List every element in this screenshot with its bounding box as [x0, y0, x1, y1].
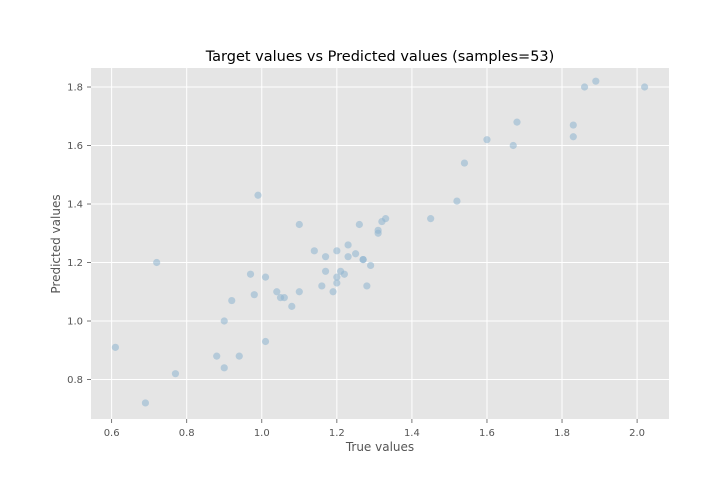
- data-point: [141, 399, 150, 407]
- data-point: [318, 282, 326, 290]
- data-point: [310, 247, 318, 255]
- y-tick-label: 0.8: [67, 375, 83, 386]
- data-point: [592, 77, 600, 85]
- data-point: [288, 302, 296, 310]
- data-point: [453, 197, 461, 205]
- y-tick-label: 1.8: [67, 83, 83, 94]
- data-point: [261, 273, 270, 281]
- data-point: [213, 352, 221, 360]
- data-point: [355, 220, 363, 229]
- y-tick-label: 1.0: [67, 317, 83, 328]
- data-point: [321, 267, 330, 275]
- x-axis-label: True values: [345, 440, 414, 454]
- data-point: [254, 191, 262, 199]
- data-point: [580, 83, 589, 91]
- axes-background: [91, 68, 669, 419]
- data-point: [220, 317, 228, 325]
- data-point: [340, 270, 348, 278]
- data-point: [295, 288, 303, 296]
- x-tick-label: 1.4: [404, 428, 420, 439]
- chart-title: Target values vs Predicted values (sampl…: [205, 49, 555, 65]
- data-point: [333, 273, 341, 281]
- data-point: [273, 288, 281, 296]
- data-point: [111, 343, 119, 351]
- data-point: [427, 215, 435, 223]
- data-point: [641, 83, 649, 91]
- data-point: [329, 288, 337, 296]
- y-tick-label: 1.4: [67, 200, 83, 211]
- data-point: [344, 253, 352, 261]
- x-tick-label: 1.8: [554, 428, 570, 439]
- data-point: [280, 294, 288, 302]
- data-point: [246, 270, 255, 278]
- x-tick-label: 2.0: [629, 428, 645, 439]
- data-point: [382, 215, 390, 223]
- data-point: [344, 241, 352, 249]
- y-tick-label: 1.6: [67, 141, 83, 152]
- y-axis-label: Predicted values: [49, 194, 63, 293]
- data-point: [171, 370, 180, 378]
- data-point: [509, 141, 517, 150]
- data-point: [261, 337, 270, 346]
- data-points: [111, 77, 649, 407]
- data-point: [220, 364, 228, 372]
- grid-lines: [91, 68, 669, 419]
- tick-labels: 0.6 0.8 1.0 1.2 1.4 1.6 1.8 2.0 0.8 1.0 1.2 1.4 1.6 1…: [67, 83, 645, 439]
- data-point: [569, 133, 577, 141]
- y-tick-label: 1.2: [67, 258, 83, 269]
- x-tick-label: 1.2: [329, 428, 345, 439]
- data-point: [235, 352, 243, 360]
- data-point: [153, 258, 161, 267]
- x-tick-label: 0.6: [104, 428, 120, 439]
- x-tick-label: 1.0: [254, 428, 270, 439]
- x-tick-label: 1.6: [479, 428, 495, 439]
- data-point: [250, 291, 258, 299]
- data-point: [333, 279, 341, 287]
- data-point: [460, 159, 469, 167]
- data-point: [513, 118, 521, 126]
- data-point: [359, 255, 367, 264]
- data-point: [483, 136, 491, 144]
- data-point: [352, 250, 360, 258]
- data-point: [569, 121, 577, 129]
- data-point: [333, 247, 341, 255]
- data-point: [363, 282, 371, 290]
- data-point: [374, 226, 382, 234]
- data-point: [321, 253, 330, 261]
- data-point: [295, 220, 303, 229]
- data-point: [367, 261, 375, 270]
- data-point: [228, 296, 236, 305]
- x-tick-label: 0.8: [179, 428, 195, 439]
